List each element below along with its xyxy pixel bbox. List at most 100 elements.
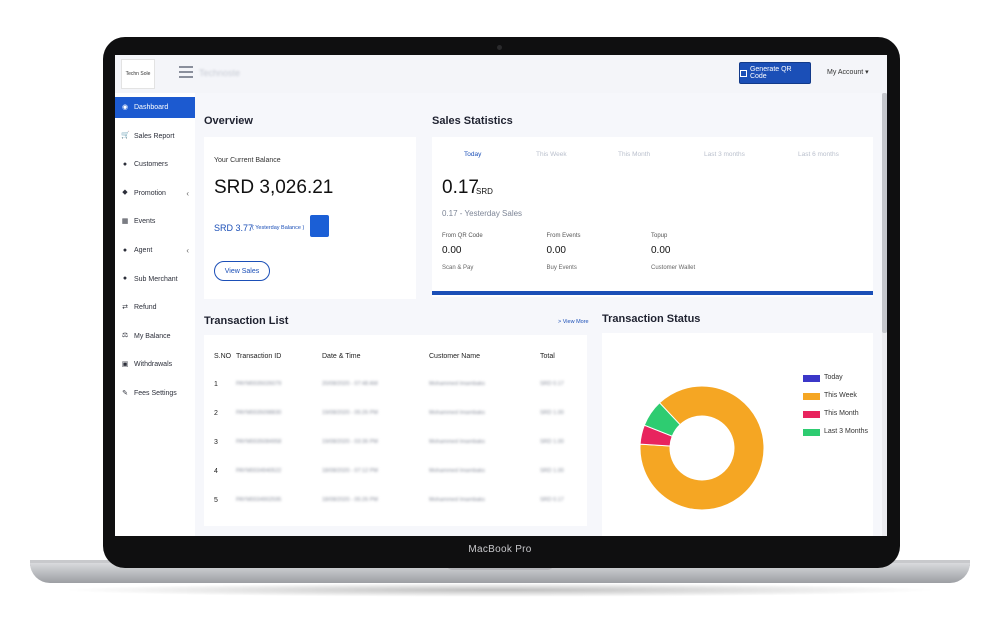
wrench-icon: ✎	[122, 389, 128, 397]
table-header-cell: Transaction ID	[236, 353, 282, 360]
table-cell-date: 20/08/2020 - 07:48 AM	[322, 381, 378, 387]
table-cell-name: Mohammed Imambaks	[429, 381, 485, 387]
donut-slice-last-3-months[interactable]	[643, 402, 681, 437]
table-cell-name: Mohammed Imambaks	[429, 410, 485, 416]
table-header-cell: S.NO	[214, 353, 232, 360]
laptop-shadow	[60, 583, 940, 597]
sidebar-item-sub-merchant[interactable]: ● Sub Merchant	[115, 269, 195, 290]
stat-label: From Events	[546, 233, 581, 239]
transaction-status-card: Today This Week This Month Last 3 Months	[602, 333, 873, 536]
sidebar-item-refund[interactable]: ⇄ Refund	[115, 297, 195, 318]
sidebar-item-label: Sub Merchant	[134, 275, 178, 283]
table-cell-name: Mohammed Imambaks	[429, 497, 485, 503]
overview-card: Your Current Balance SRD 3,026.21 SRD 3.…	[204, 137, 416, 299]
hamburger-menu-icon[interactable]	[179, 66, 193, 80]
stat-sub: Scan & Pay	[442, 265, 474, 271]
sidebar-item-label: Fees Settings	[134, 390, 177, 397]
stat-value: 0.00	[546, 245, 566, 256]
app-screen: Techn Sole Technoste Generate QR Code My…	[115, 55, 887, 536]
generate-qr-code-label: Generate QR Code	[749, 66, 792, 80]
table-cell-id: PAYM0034902595	[236, 497, 282, 503]
scrollbar-track[interactable]	[882, 93, 887, 536]
sidebar-item-sales-report[interactable]: 🛒 Sales Report	[115, 126, 195, 147]
table-header-cell: Customer Name	[429, 353, 480, 360]
table-cell-sno: 5	[214, 497, 218, 504]
table-cell-id: PAYM0034940522	[236, 468, 282, 474]
transaction-status-title: Transaction Status	[602, 313, 701, 325]
table-cell-sno: 1	[214, 381, 218, 388]
sidebar-item-dashboard[interactable]: ◉ Dashboard	[115, 97, 195, 118]
table-header-cell: Date & Time	[322, 353, 361, 360]
sales-statistics-card: Today This Week This Month Last 3 months Las…	[432, 137, 873, 297]
sidebar-item-label: Dashboard	[134, 104, 169, 111]
tab-this-month[interactable]: This Month	[618, 151, 651, 158]
sidebar: ◉ Dashboard 🛒 Sales Report ● Customers ◆ Promot…	[115, 93, 195, 536]
stat-label: From QR Code	[442, 233, 483, 239]
sidebar-item-label: Agent	[134, 247, 153, 254]
table-cell-total: SRD 0.17	[540, 497, 564, 503]
stat-value: 0.00	[651, 245, 671, 256]
my-account-dropdown[interactable]: My Account ▾	[827, 69, 869, 76]
table-cell-total: SRD 1.00	[540, 439, 564, 445]
table-row[interactable]: 3 PAYM0035084958 19/08/2020 - 03:36 PM Moha…	[204, 435, 587, 455]
table-cell-sno: 4	[214, 468, 218, 475]
users-icon: ●	[122, 246, 128, 254]
legend-label[interactable]: This Week	[824, 392, 857, 399]
yesterday-sales: 0.17 - Yesterday Sales	[442, 209, 523, 218]
tab-last-6-months[interactable]: Last 6 months	[798, 151, 839, 158]
money-icon: ▣	[121, 360, 129, 368]
tab-this-week[interactable]: This Week	[536, 151, 567, 158]
table-row[interactable]: 1 PAYM0035026079 20/08/2020 - 07:48 AM Moha…	[204, 377, 587, 397]
donut-slice-this-week[interactable]	[639, 385, 765, 511]
logo[interactable]: Techn Sole	[121, 59, 155, 89]
device-label: MacBook Pro	[468, 544, 532, 555]
table-cell-total: SRD 0.17	[540, 381, 564, 387]
exchange-icon: ⇄	[122, 303, 128, 311]
sidebar-item-events[interactable]: ▦ Events	[115, 211, 195, 232]
dashboard-icon: ◉	[121, 103, 129, 111]
stat-sub: Buy Events	[546, 265, 577, 271]
scrollbar-thumb[interactable]	[882, 93, 887, 333]
sales-statistics-title: Sales Statistics	[432, 115, 513, 127]
tab-today[interactable]: Today	[464, 151, 482, 158]
generate-qr-code-button[interactable]: Generate QR Code	[739, 62, 811, 84]
app-name: Technoste	[199, 68, 241, 78]
table-row[interactable]: 4 PAYM0034940522 18/08/2020 - 07:12 PM Moha…	[204, 464, 587, 484]
sidebar-item-promotion[interactable]: ◆ Promotion ‹	[115, 183, 195, 204]
table-cell-total: SRD 1.00	[540, 468, 564, 474]
table-cell-name: Mohammed Imambaks	[429, 468, 485, 474]
table-header-cell: Total	[540, 353, 555, 360]
yesterday-balance-amount: SRD 3.77	[214, 223, 254, 233]
table-cell-sno: 2	[214, 410, 218, 417]
user-plus-icon: ●	[122, 275, 128, 283]
laptop-base	[30, 563, 970, 583]
sidebar-item-label: My Balance	[134, 332, 171, 340]
transaction-list-title: Transaction List	[204, 315, 289, 327]
legend-label[interactable]: This Month	[824, 410, 859, 417]
sidebar-item-my-balance[interactable]: ⚖ My Balance	[115, 326, 195, 347]
balance-label: Your Current Balance	[214, 157, 281, 164]
legend-label[interactable]: Today	[824, 374, 843, 381]
stat-label: Topup	[651, 233, 668, 239]
sidebar-item-fees-settings[interactable]: ✎ Fees Settings	[115, 383, 195, 404]
stat-value: 0.00	[442, 245, 462, 256]
chevron-left-icon: ‹	[186, 188, 189, 198]
legend-label[interactable]: Last 3 Months	[824, 428, 868, 435]
view-more-link[interactable]: > View More	[558, 319, 589, 325]
sidebar-item-customers[interactable]: ● Customers	[115, 154, 195, 175]
view-sales-button[interactable]: View Sales	[214, 261, 270, 281]
legend-swatch	[803, 393, 820, 400]
user-icon: ●	[122, 160, 128, 168]
table-cell-sno: 3	[214, 439, 218, 446]
table-cell-date: 18/08/2020 - 07:12 PM	[322, 468, 378, 474]
tab-last-3-months[interactable]: Last 3 months	[704, 151, 745, 158]
legend-swatch	[803, 411, 820, 418]
sidebar-item-agent[interactable]: ● Agent ‹	[115, 240, 195, 261]
table-row[interactable]: 2 PAYM0035098830 19/08/2020 - 05:26 PM Moha…	[204, 406, 587, 426]
table-cell-date: 18/08/2020 - 05:26 PM	[322, 497, 378, 503]
sidebar-item-withdrawals[interactable]: ▣ Withdrawals	[115, 354, 195, 375]
qr-code-icon	[740, 69, 747, 77]
sidebar-item-label: Sales Report	[134, 132, 175, 140]
table-row[interactable]: 5 PAYM0034902595 18/08/2020 - 05:26 PM Moha…	[204, 493, 587, 513]
